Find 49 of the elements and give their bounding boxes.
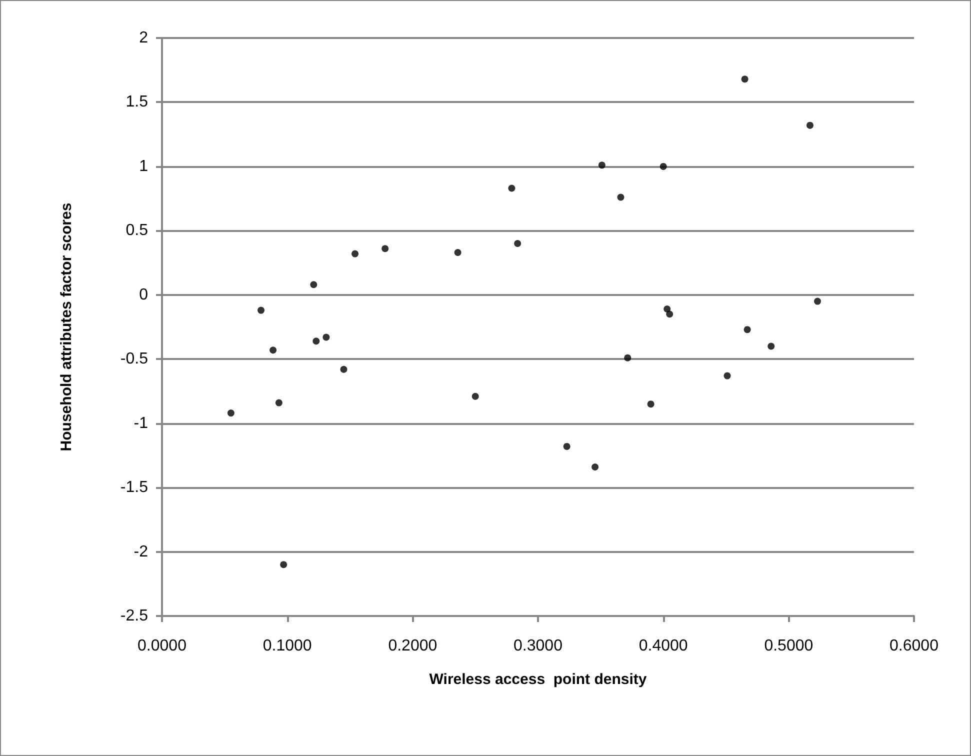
y-tick-label: 0.5: [126, 222, 148, 240]
point: [258, 306, 265, 314]
point: [310, 281, 318, 288]
point: [624, 354, 632, 362]
x-tick-label: 0.5000: [764, 638, 814, 654]
point: [647, 400, 654, 408]
y-tick-label: -2: [134, 543, 148, 560]
point: [660, 162, 667, 170]
point: [340, 366, 348, 373]
y-tick-label: -0.5: [120, 350, 148, 368]
point: [768, 342, 775, 350]
y-tick-label: 1.5: [126, 94, 148, 111]
point: [563, 442, 570, 450]
point: [514, 240, 522, 248]
y-tick-label: 1: [139, 158, 148, 175]
point: [724, 372, 731, 380]
point: [806, 122, 814, 129]
point: [454, 249, 462, 256]
y-tick-label: -1.5: [120, 479, 148, 496]
x-tick-label: 0.1000: [262, 638, 312, 654]
point: [312, 338, 320, 345]
point: [227, 410, 234, 417]
y-tick-label: -2.5: [120, 608, 148, 624]
point: [664, 306, 671, 313]
point: [472, 392, 479, 400]
point: [280, 561, 288, 568]
point: [382, 245, 389, 252]
point: [814, 298, 821, 305]
point: [598, 162, 606, 169]
x-tick-label: 0.2000: [388, 638, 438, 654]
point: [744, 326, 751, 334]
x-tick-label: 0.4000: [638, 638, 688, 654]
point: [592, 464, 599, 470]
point: [741, 76, 748, 83]
y-axis-title: Household attributes factor scores: [58, 202, 75, 452]
point: [322, 334, 330, 341]
point: [666, 310, 674, 318]
point: [270, 346, 277, 354]
point: [617, 194, 624, 201]
y-tick-label: 2: [139, 30, 148, 46]
x-tick-label: 0.6000: [890, 638, 939, 654]
point: [508, 184, 516, 192]
x-tick-label: 0.3000: [514, 638, 563, 654]
point: [275, 399, 282, 406]
x-axis-title: Wireless access point density: [429, 671, 648, 688]
point: [352, 250, 359, 258]
y-tick-label: 0: [139, 286, 148, 304]
x-tick-label: 0.0000: [138, 638, 187, 654]
y-tick-label: -1: [134, 414, 148, 432]
